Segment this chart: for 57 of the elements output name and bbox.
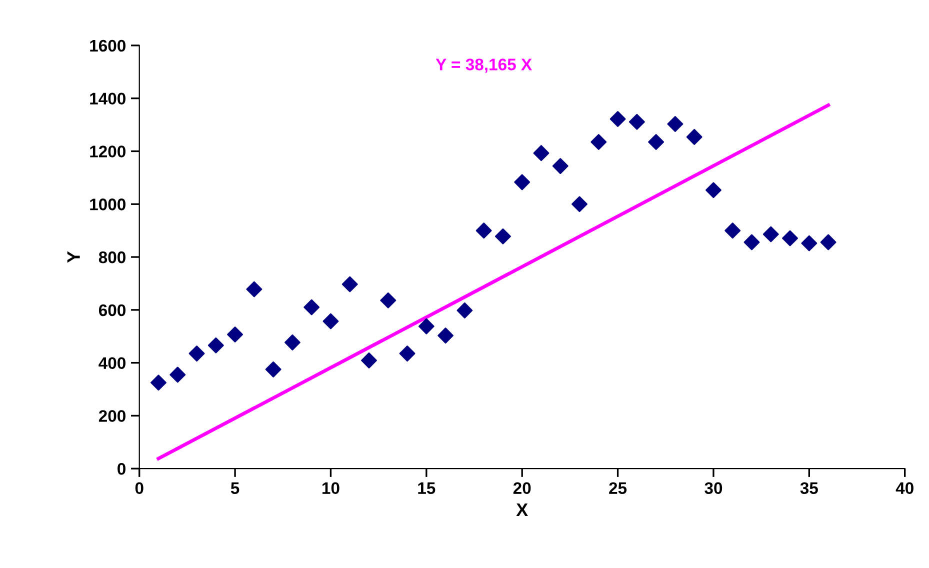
point — [762, 226, 779, 242]
x-tick-label: 5 — [230, 482, 240, 494]
point — [801, 235, 818, 252]
point — [724, 222, 741, 239]
point — [552, 158, 568, 174]
x-tick-label: 40 — [896, 482, 914, 494]
x-tick-label: 25 — [609, 482, 627, 494]
x-tick-label: 35 — [800, 482, 818, 494]
y-tick-label: 200 — [98, 410, 126, 422]
point — [170, 366, 186, 383]
point — [399, 346, 416, 362]
point — [572, 196, 588, 212]
point — [188, 346, 205, 362]
annotation: Y = 38,165 X — [436, 58, 532, 73]
point — [456, 302, 473, 318]
point — [380, 292, 396, 308]
point — [438, 328, 454, 344]
point — [744, 234, 760, 250]
point — [628, 114, 645, 130]
point — [782, 230, 798, 246]
y-tick-label: 1600 — [90, 40, 126, 52]
point — [494, 228, 511, 244]
point — [705, 182, 722, 198]
x-axis-title: X — [516, 504, 528, 516]
x-tick-label: 30 — [704, 482, 722, 494]
y-tick-label: 600 — [98, 304, 126, 316]
y-tick-label: 800 — [98, 251, 126, 264]
x-tick-label: 15 — [418, 482, 436, 494]
point — [150, 374, 166, 391]
point — [342, 276, 358, 292]
y-tick-label: 1400 — [90, 92, 126, 105]
y-tick-label: 0 — [118, 463, 126, 475]
point — [820, 234, 836, 250]
point — [610, 110, 626, 127]
point — [208, 337, 224, 354]
point — [686, 128, 702, 145]
point — [533, 145, 550, 162]
x-tick-label: 20 — [513, 482, 531, 494]
point — [590, 134, 607, 150]
x-tick-label: 10 — [322, 482, 340, 494]
point — [648, 134, 664, 150]
y-tick-label: 400 — [98, 357, 126, 370]
y-tick-label: 1000 — [90, 198, 126, 210]
point — [284, 334, 300, 350]
point — [418, 318, 434, 334]
point — [514, 174, 530, 190]
point — [304, 299, 320, 316]
point — [667, 116, 684, 132]
y-tick-label: 1200 — [90, 146, 126, 158]
point — [246, 281, 262, 298]
point — [476, 222, 492, 239]
point — [361, 352, 377, 368]
point — [322, 313, 339, 330]
point — [227, 326, 244, 342]
y-axis-title: Y — [67, 251, 80, 263]
x-tick-label: 0 — [135, 482, 144, 494]
point — [265, 361, 282, 378]
